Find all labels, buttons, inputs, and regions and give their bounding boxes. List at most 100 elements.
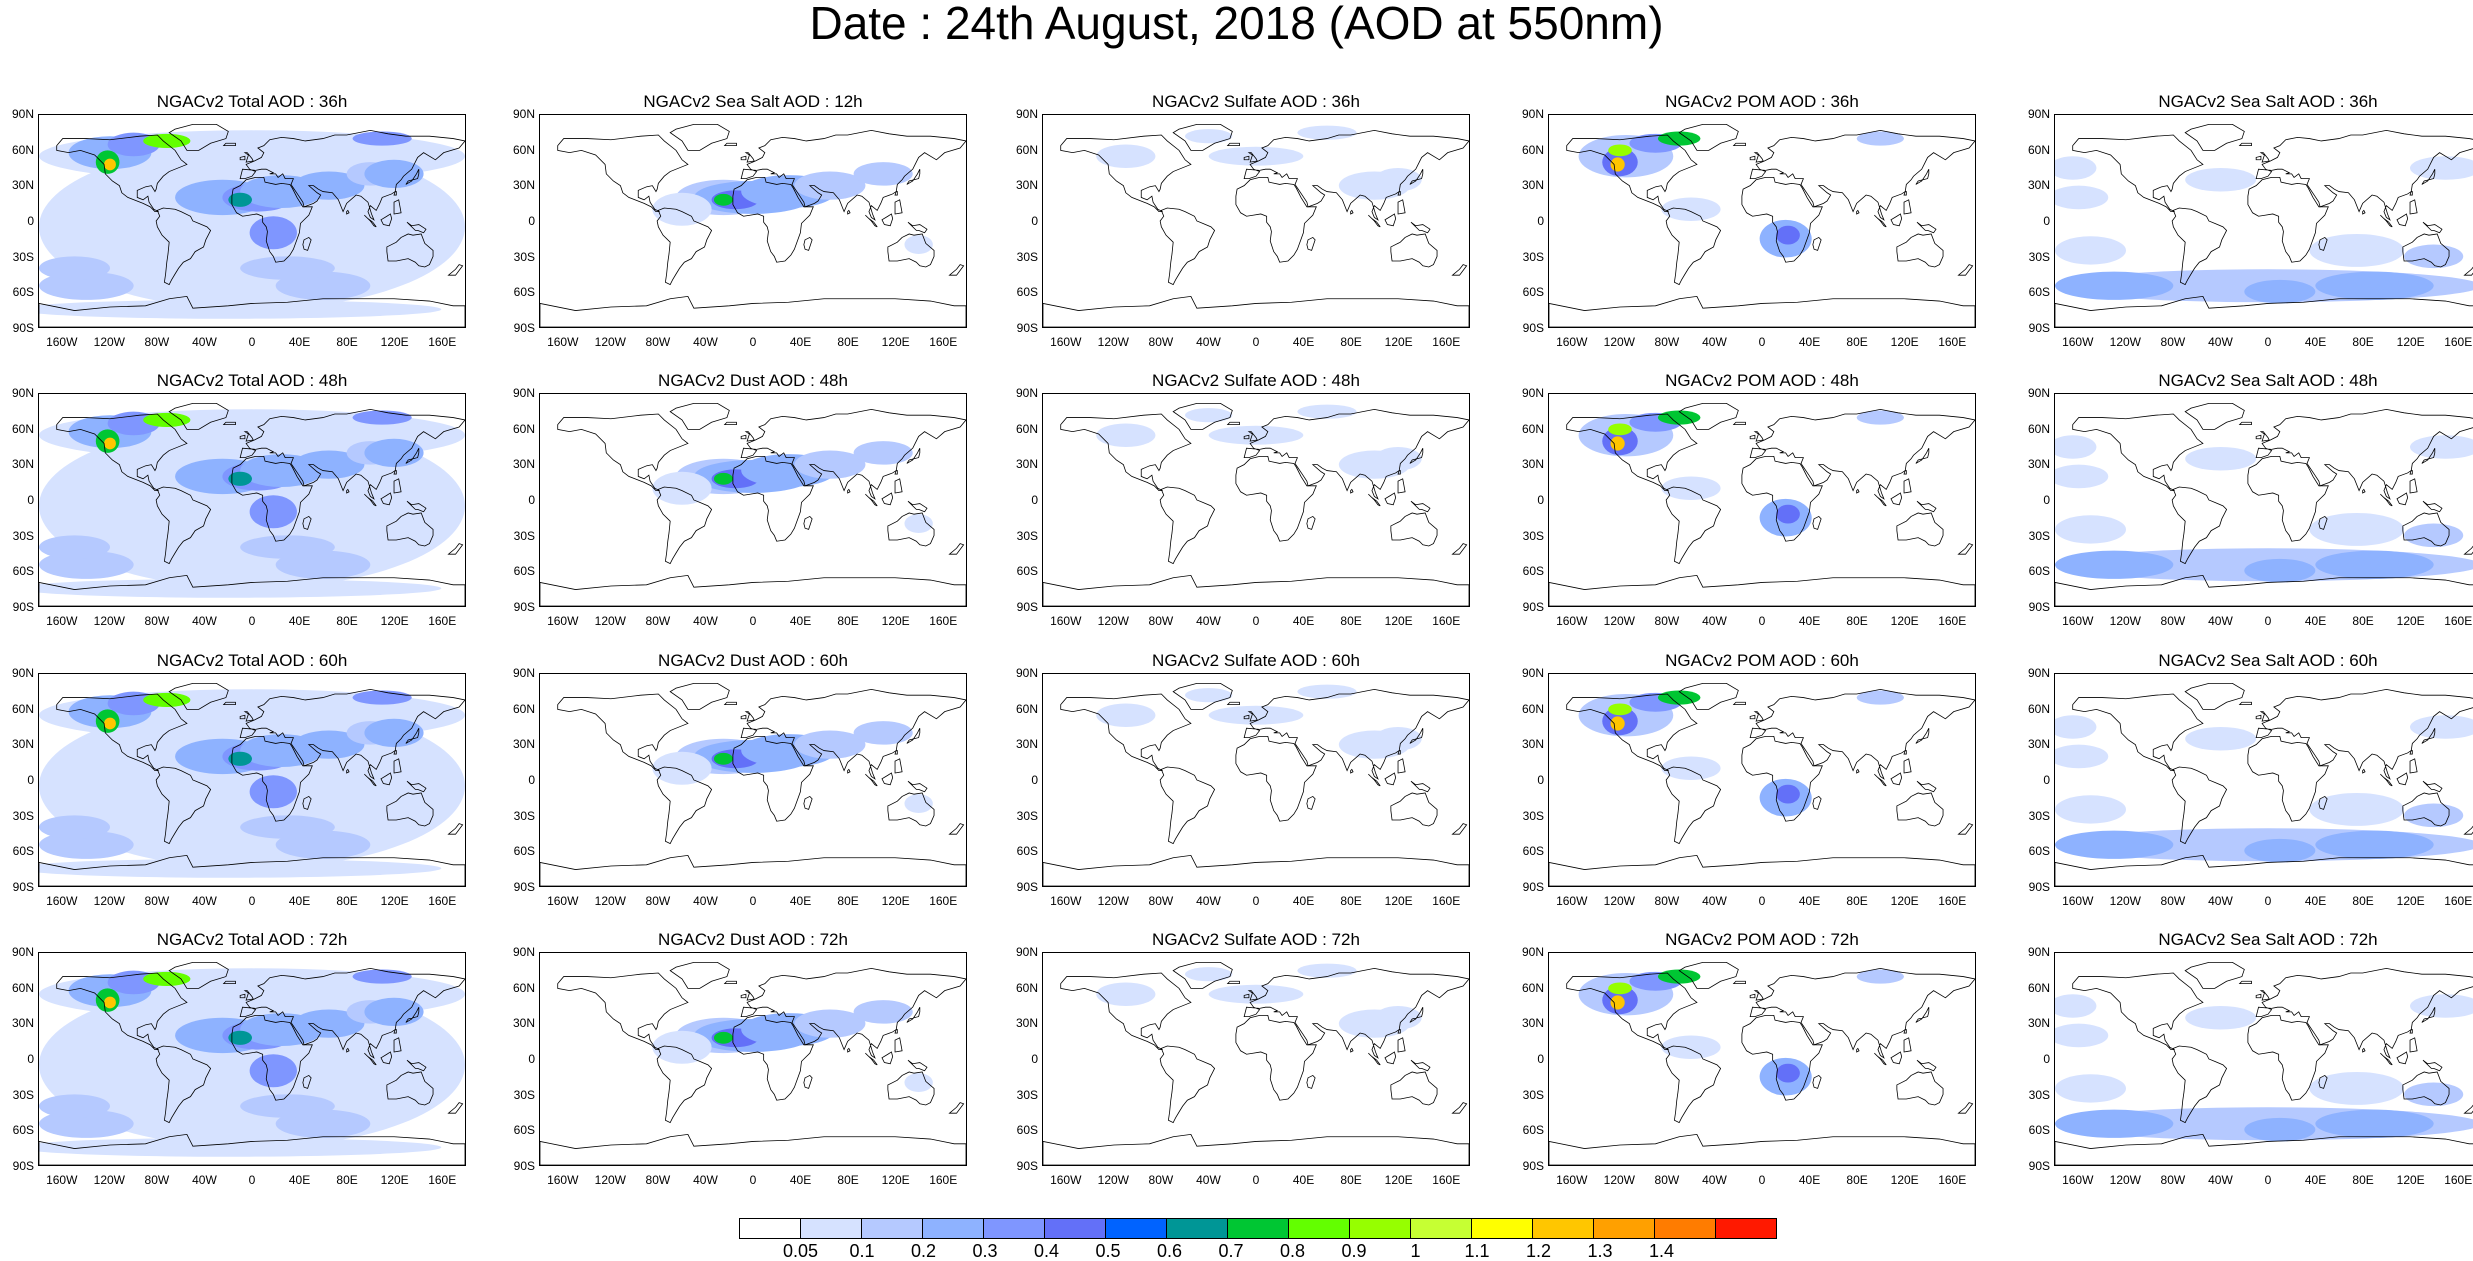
- coastline: [1903, 1037, 1912, 1053]
- lon-tick-label: 0: [248, 335, 256, 349]
- world-map: [1042, 393, 1470, 607]
- lat-tick-label: 60S: [1016, 285, 1038, 300]
- lon-tick-label: 160W: [46, 1173, 78, 1187]
- coastline: [380, 1051, 393, 1065]
- lon-tick-label: 160E: [1432, 1173, 1461, 1187]
- lat-tick-label: 30S: [2028, 1087, 2050, 1102]
- coastline: [1243, 688, 1469, 780]
- aerosol-plume: [143, 971, 191, 986]
- lat-tick-label: 0: [1537, 493, 1544, 507]
- coastline: [1368, 1052, 1381, 1066]
- coastline: [1916, 780, 1937, 793]
- coastline: [948, 823, 965, 835]
- coastline: [906, 448, 921, 464]
- aerosol-plume: [228, 471, 252, 486]
- lat-tick-label: 30S: [1016, 1087, 1038, 1102]
- coastline: [2463, 825, 2473, 835]
- aerosol-plume: [652, 751, 712, 785]
- coastline: [239, 155, 246, 161]
- coastline: [744, 990, 755, 1001]
- world-map: [38, 673, 466, 887]
- lon-tick-label: 120E: [1890, 894, 1919, 908]
- lon-tick-label: 160W: [1556, 894, 1588, 908]
- coastline: [1397, 1029, 1401, 1034]
- lon-tick-label: 0: [1252, 335, 1260, 349]
- aerosol-plume: [2315, 830, 2434, 859]
- aerosol-plume: [2404, 523, 2464, 548]
- coastline: [406, 221, 427, 234]
- colorbar: [739, 1218, 1777, 1239]
- aerosol-plume: [652, 1030, 712, 1064]
- coastline: [906, 169, 921, 185]
- coastline: [239, 714, 246, 720]
- lat-tick-label: 90S: [1016, 880, 1038, 894]
- coastline: [2259, 431, 2270, 442]
- lon-tick-label: 40E: [1292, 335, 1315, 349]
- lon-tick-label: 120W: [1097, 894, 1129, 908]
- lon-tick-label: 0: [1758, 614, 1766, 628]
- lon-tick-label: 0: [2264, 614, 2272, 628]
- aerosol-plume: [1776, 1063, 1800, 1083]
- aerosol-plume: [1185, 129, 1233, 144]
- lat-tick-label: 90N: [1521, 386, 1544, 400]
- map-panel-total: NGACv2 Total AOD : 48h 90N 60N 30N 0 30S 60S 90…: [0, 371, 495, 651]
- lon-tick-label: 120W: [2109, 894, 2141, 908]
- lon-tick-label: 0: [1758, 1173, 1766, 1187]
- aerosol-plume: [39, 578, 442, 598]
- aerosol-plume: [2185, 168, 2257, 192]
- coastline: [1451, 823, 1468, 835]
- coastline: [1812, 236, 1822, 251]
- aerosol-plume: [1297, 404, 1357, 419]
- coastline: [302, 515, 312, 530]
- coastline: [1397, 1037, 1406, 1053]
- aerosol-plume: [1096, 703, 1156, 727]
- lon-tick-label: 160W: [547, 335, 579, 349]
- coastline: [803, 1074, 813, 1089]
- world-map: [1548, 114, 1976, 328]
- coastline: [393, 1037, 402, 1053]
- lat-tick-label: 90S: [2028, 321, 2050, 335]
- world-map: [1042, 952, 1470, 1166]
- colorbar-swatch: [1593, 1218, 1655, 1239]
- coastline: [1410, 780, 1431, 793]
- coastline: [1896, 512, 1944, 547]
- coastline: [364, 773, 377, 787]
- lon-tick-label: 0: [2264, 1173, 2272, 1187]
- coastline: [39, 854, 465, 886]
- aerosol-plume: [904, 1073, 933, 1092]
- coastline: [56, 413, 188, 491]
- coastline: [239, 967, 465, 1059]
- coastline: [2362, 768, 2366, 774]
- aerosol-plume: [1297, 963, 1357, 978]
- lat-tick-label: 90N: [1521, 107, 1544, 121]
- aerosol-plume: [352, 690, 412, 705]
- coastline: [744, 152, 755, 163]
- aod-field: [540, 683, 966, 886]
- lat-tick-label: 90N: [1015, 386, 1038, 400]
- aerosol-plume: [352, 969, 412, 984]
- coastline: [1397, 478, 1406, 494]
- lon-tick-label: 80E: [1340, 1173, 1362, 1187]
- lat-tick-label: 60N: [2027, 421, 2050, 436]
- aerosol-plume: [249, 775, 297, 809]
- lat-tick-label: 0: [1537, 773, 1544, 787]
- coastline: [656, 486, 713, 565]
- coastline: [1159, 207, 1216, 286]
- coastline: [2072, 972, 2204, 1050]
- coastline: [1397, 470, 1401, 475]
- aerosol-plume: [1610, 157, 1625, 172]
- coastline: [1903, 478, 1912, 494]
- lon-tick-label: 120E: [881, 335, 910, 349]
- aerosol-plume: [2055, 1023, 2109, 1048]
- lon-tick-label: 0: [1252, 894, 1260, 908]
- coastline: [2402, 1071, 2450, 1106]
- lon-tick-label: 80W: [1654, 1173, 1680, 1187]
- panel-title: NGACv2 POM AOD : 60h: [1665, 651, 1859, 670]
- lat-tick-label: 30N: [512, 1016, 535, 1031]
- coastline: [56, 134, 188, 212]
- aerosol-plume: [1776, 225, 1800, 245]
- coastline: [56, 972, 188, 1050]
- lat-tick-label: 30N: [1521, 737, 1544, 752]
- aerosol-plume: [1657, 410, 1701, 425]
- coastline: [669, 124, 730, 151]
